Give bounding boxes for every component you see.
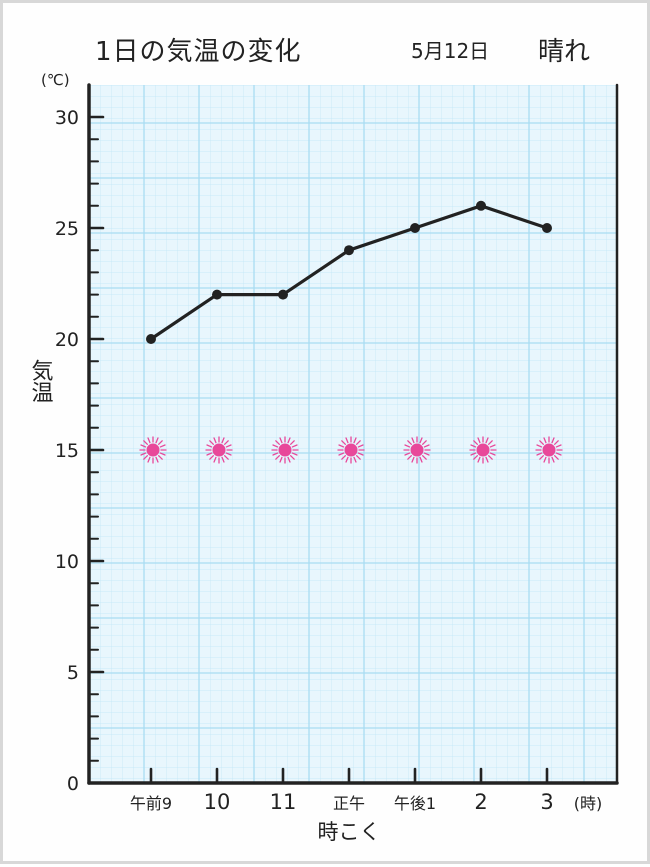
data-point [410,223,420,233]
y-tick-labels: 0 5 10 15 20 25 30 [55,107,79,795]
x-tick-label: 3 [540,790,553,814]
x-unit-label: (時) [574,794,603,813]
y-axis-title: 気温 [28,359,54,403]
y-tick-label: 20 [55,329,79,351]
data-point [212,289,222,300]
x-tick-label: 10 [204,790,231,814]
sun-icon [139,436,167,464]
temperature-line-chart: 1日の気温の変化 5月12日 晴れ (℃) 気温 時こく (時) 0 5 10 15 2… [28,37,619,844]
sun-icon [205,436,233,464]
x-tick-label: 正午 [333,794,365,813]
y-tick-label: 5 [67,662,79,684]
x-tick-label: 午前9 [130,794,172,813]
y-tick-label: 10 [55,551,79,573]
chart-title: 1日の気温の変化 [95,37,302,67]
data-point [344,245,354,256]
y-tick-label: 25 [55,218,79,240]
y-tick-marks [87,115,105,785]
plot-grid [89,85,617,783]
data-point [278,289,288,300]
x-tick-label: 11 [270,790,297,814]
x-tick-label: 午後1 [394,794,436,813]
x-tick-labels: 午前9 10 11 正午 午後1 2 3 [130,790,554,814]
y-tick-label: 0 [67,773,79,795]
x-tick-marks [149,767,549,785]
weather-marks [139,436,563,464]
x-tick-label: 2 [474,790,487,814]
data-point [542,223,552,233]
y-tick-label: 30 [55,107,79,129]
chart-date: 5月12日 [411,39,489,63]
chart-weather: 晴れ [538,37,590,67]
data-point [476,200,486,211]
y-tick-label: 15 [55,440,79,462]
y-unit-label: (℃) [41,71,70,89]
data-point [146,334,156,344]
sun-icon [535,436,563,464]
sun-icon [403,436,431,464]
x-axis-title: 時こく [318,820,381,844]
sun-icon [271,436,299,464]
sun-icon [337,436,365,464]
temperature-series [146,200,552,344]
sun-icon [469,436,497,464]
